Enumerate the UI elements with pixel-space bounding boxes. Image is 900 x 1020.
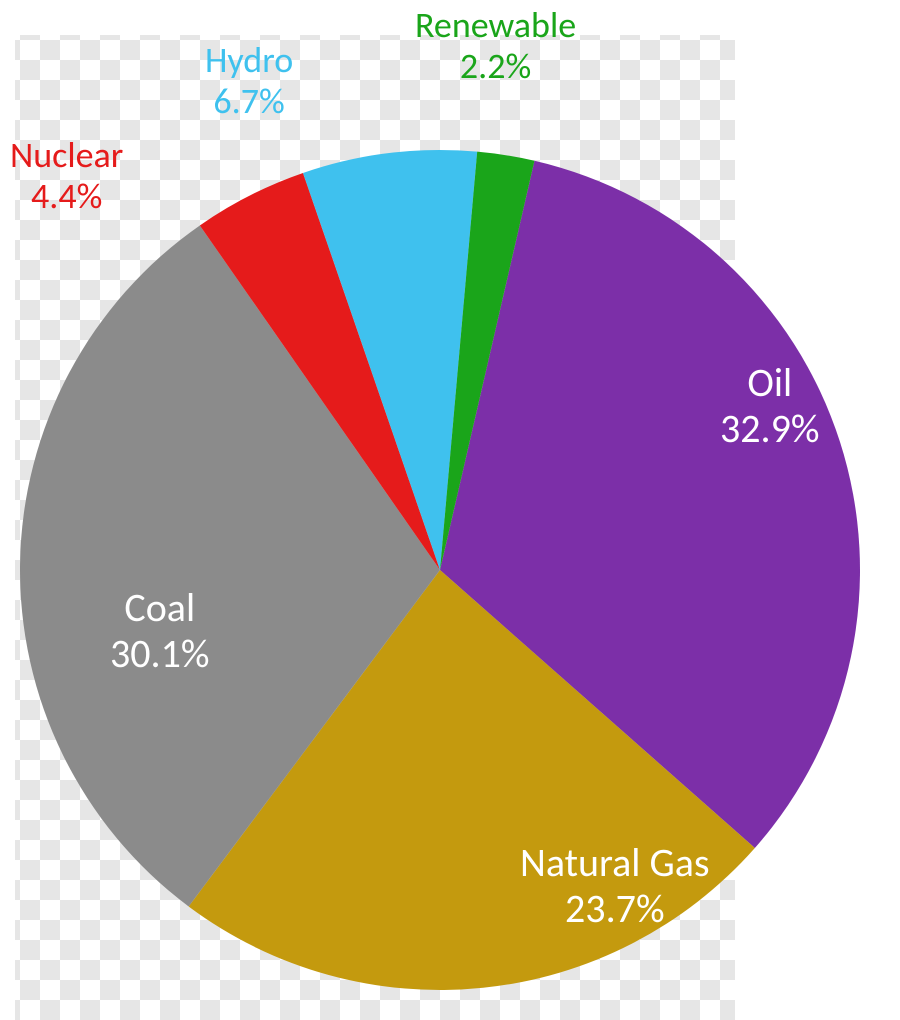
slice-label-name: Renewable [415,5,576,46]
slice-label-oil: Oil32.9% [720,360,820,452]
slice-label-natural-gas: Natural Gas23.7% [520,840,710,932]
pie-slices [0,0,900,1020]
slice-label-name: Natural Gas [520,840,710,886]
slice-label-name: Oil [720,360,820,406]
slice-label-nuclear: Nuclear4.4% [10,135,123,218]
slice-label-renewable: Renewable2.2% [415,5,576,88]
slice-label-value: 23.7% [520,886,710,932]
slice-label-hydro: Hydro6.7% [205,40,293,123]
pie-chart: Oil32.9% Natural Gas23.7% Coal30.1% Nuclear… [0,0,900,1020]
slice-label-coal: Coal30.1% [110,585,210,677]
slice-label-value: 32.9% [720,406,820,452]
slice-label-name: Nuclear [10,135,123,176]
slice-label-value: 30.1% [110,631,210,677]
slice-label-value: 6.7% [205,81,293,122]
slice-label-value: 2.2% [415,46,576,87]
slice-label-name: Coal [110,585,210,631]
slice-label-value: 4.4% [10,176,123,217]
slice-label-name: Hydro [205,40,293,81]
